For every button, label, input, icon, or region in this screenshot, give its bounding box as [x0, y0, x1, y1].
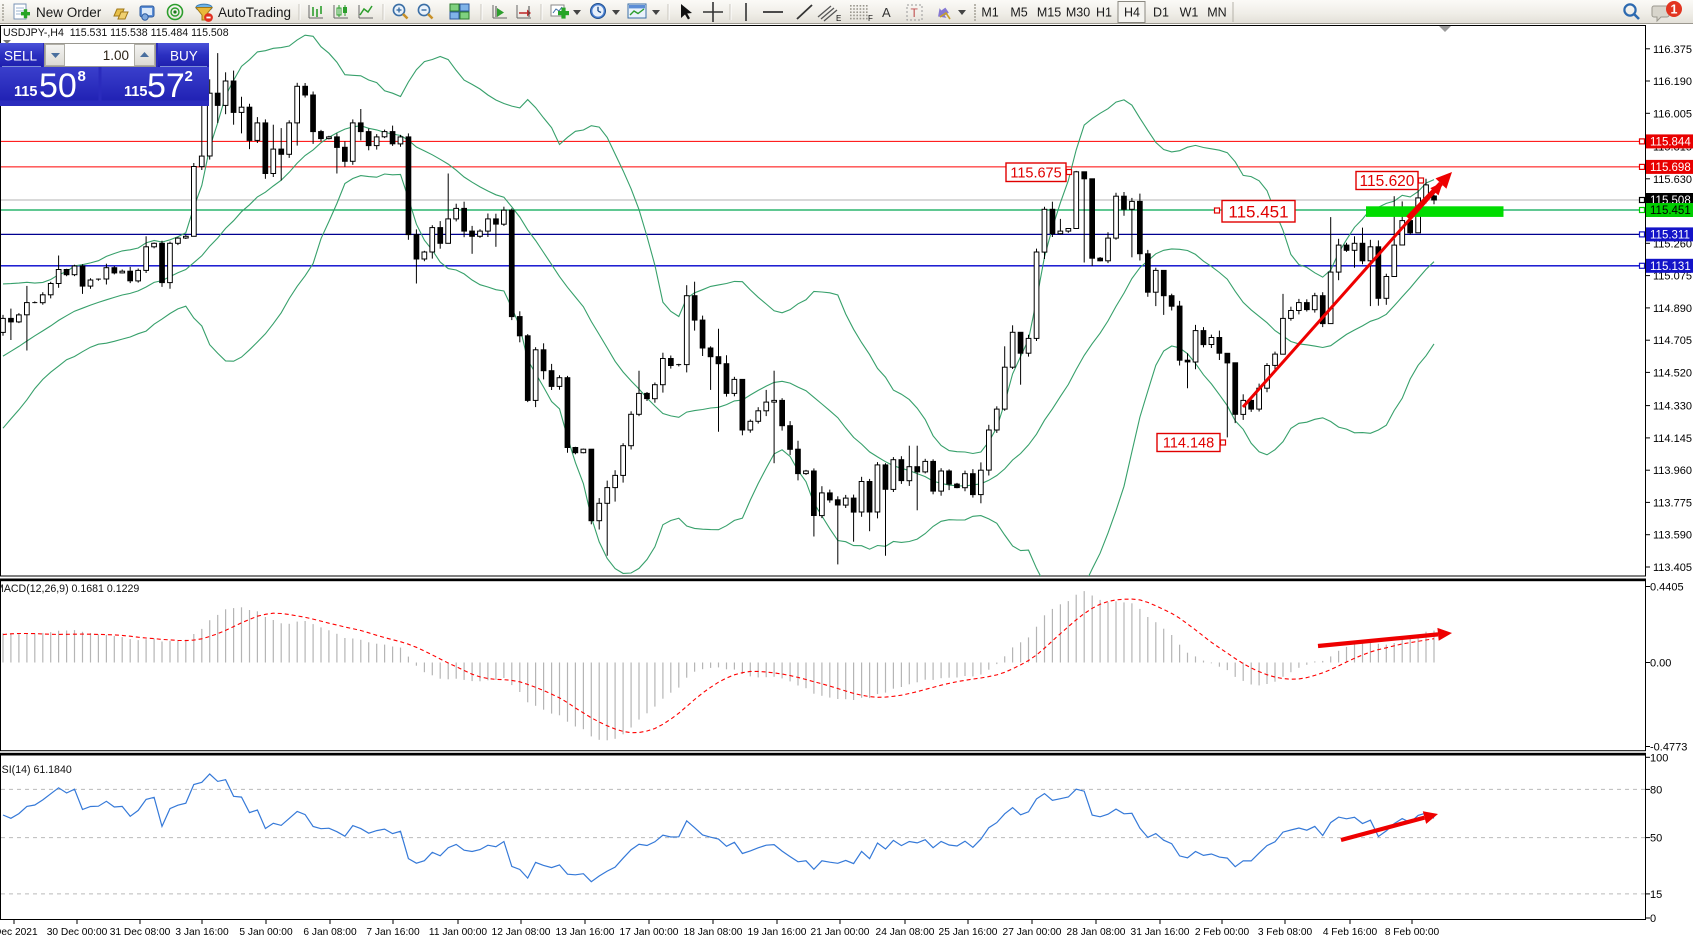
svg-text:M1: M1: [981, 6, 998, 20]
svg-text:18 Jan 08:00: 18 Jan 08:00: [684, 927, 743, 938]
svg-text:M5: M5: [1010, 6, 1027, 20]
svg-text:115.451: 115.451: [1228, 202, 1288, 221]
svg-text:19 Jan 16:00: 19 Jan 16:00: [748, 927, 807, 938]
svg-text:3 Feb 08:00: 3 Feb 08:00: [1258, 927, 1313, 938]
svg-text:57: 57: [147, 67, 185, 105]
svg-text:2: 2: [185, 68, 193, 85]
svg-text:5 Jan 00:00: 5 Jan 00:00: [239, 927, 293, 938]
svg-text:115.311: 115.311: [1650, 230, 1690, 242]
svg-text:AutoTrading: AutoTrading: [218, 5, 291, 20]
svg-text:H4: H4: [1124, 6, 1140, 20]
svg-text:25 Jan 16:00: 25 Jan 16:00: [939, 927, 998, 938]
svg-text:E: E: [836, 14, 841, 23]
svg-text:RSI(14) 61.1840: RSI(14) 61.1840: [0, 764, 72, 776]
svg-text:116.190: 116.190: [1653, 76, 1692, 88]
svg-text:SELL: SELL: [4, 49, 38, 64]
svg-text:116.005: 116.005: [1653, 108, 1692, 120]
svg-text:115: 115: [124, 84, 147, 100]
svg-text:1.00: 1.00: [103, 48, 129, 63]
svg-text:50: 50: [1650, 833, 1662, 845]
svg-text:17 Jan 00:00: 17 Jan 00:00: [620, 927, 679, 938]
svg-text:115.620: 115.620: [1360, 173, 1415, 190]
svg-text:13 Jan 16:00: 13 Jan 16:00: [556, 927, 615, 938]
svg-text:11 Jan 00:00: 11 Jan 00:00: [429, 927, 487, 938]
svg-text:30 Dec 00:00: 30 Dec 00:00: [47, 927, 108, 938]
svg-text:114.148: 114.148: [1163, 436, 1214, 452]
svg-text:100: 100: [1650, 752, 1668, 764]
svg-text:7 Jan 16:00: 7 Jan 16:00: [366, 927, 420, 938]
svg-text:115.451: 115.451: [1650, 205, 1691, 217]
svg-text:115.630: 115.630: [1653, 174, 1692, 186]
svg-text:New Order: New Order: [36, 5, 102, 20]
svg-text:50: 50: [39, 67, 77, 105]
svg-text:114.705: 114.705: [1653, 335, 1692, 347]
svg-text:116.375: 116.375: [1653, 44, 1692, 56]
svg-text:M30: M30: [1066, 6, 1090, 20]
svg-text:A: A: [882, 5, 891, 20]
svg-text:8 Feb 00:00: 8 Feb 00:00: [1385, 927, 1440, 938]
svg-text:0.00: 0.00: [1650, 658, 1671, 670]
svg-text:2 Feb 00:00: 2 Feb 00:00: [1195, 927, 1250, 938]
svg-text:W1: W1: [1180, 6, 1199, 20]
svg-text:114.330: 114.330: [1653, 401, 1692, 413]
svg-text:115.675: 115.675: [1010, 166, 1061, 182]
svg-text:Dec 2021: Dec 2021: [0, 927, 38, 938]
svg-text:4 Feb 16:00: 4 Feb 16:00: [1323, 927, 1378, 938]
svg-text:115.698: 115.698: [1650, 162, 1691, 174]
svg-text:MN: MN: [1207, 6, 1226, 20]
svg-text:21 Jan 00:00: 21 Jan 00:00: [811, 927, 870, 938]
svg-text:D1: D1: [1153, 6, 1169, 20]
svg-text:BUY: BUY: [170, 49, 198, 64]
svg-text:113.590: 113.590: [1653, 530, 1692, 542]
svg-text:114.890: 114.890: [1653, 303, 1692, 315]
svg-text:12 Jan 08:00: 12 Jan 08:00: [492, 927, 551, 938]
svg-text:15: 15: [1650, 889, 1662, 901]
svg-text:115: 115: [14, 84, 37, 100]
svg-text:0: 0: [1650, 913, 1656, 925]
svg-text:0.4405: 0.4405: [1650, 582, 1684, 594]
svg-text:8: 8: [78, 68, 86, 85]
svg-text:1: 1: [1671, 3, 1678, 17]
svg-text:27 Jan 00:00: 27 Jan 00:00: [1003, 927, 1062, 938]
svg-text:USDJPY-,H4 115.531 115.538 11: USDJPY-,H4 115.531 115.538 115.484 115.5…: [3, 27, 229, 39]
svg-text:24 Jan 08:00: 24 Jan 08:00: [876, 927, 935, 938]
svg-text:114.145: 114.145: [1653, 433, 1692, 445]
svg-text:T: T: [911, 6, 919, 20]
svg-text:28 Jan 08:00: 28 Jan 08:00: [1067, 927, 1126, 938]
svg-text:115.131: 115.131: [1650, 261, 1691, 273]
svg-text:31 Jan 16:00: 31 Jan 16:00: [1131, 927, 1190, 938]
svg-text:113.405: 113.405: [1653, 562, 1692, 574]
svg-text:114.520: 114.520: [1653, 367, 1692, 379]
svg-text:31 Dec 08:00: 31 Dec 08:00: [110, 927, 171, 938]
svg-text:H1: H1: [1096, 6, 1112, 20]
svg-text:6 Jan 08:00: 6 Jan 08:00: [303, 927, 357, 938]
svg-text:115.075: 115.075: [1653, 271, 1692, 283]
svg-text:MACD(12,26,9) 0.1681 0.1229: MACD(12,26,9) 0.1681 0.1229: [0, 583, 139, 595]
svg-text:113.960: 113.960: [1653, 465, 1692, 477]
svg-text:M15: M15: [1037, 6, 1061, 20]
svg-text:3 Jan 16:00: 3 Jan 16:00: [175, 927, 229, 938]
svg-text:F: F: [868, 14, 873, 23]
svg-text:115.844: 115.844: [1650, 137, 1691, 149]
svg-text:113.775: 113.775: [1653, 497, 1692, 509]
svg-text:80: 80: [1650, 784, 1662, 796]
svg-text:-0.4773: -0.4773: [1650, 742, 1687, 754]
